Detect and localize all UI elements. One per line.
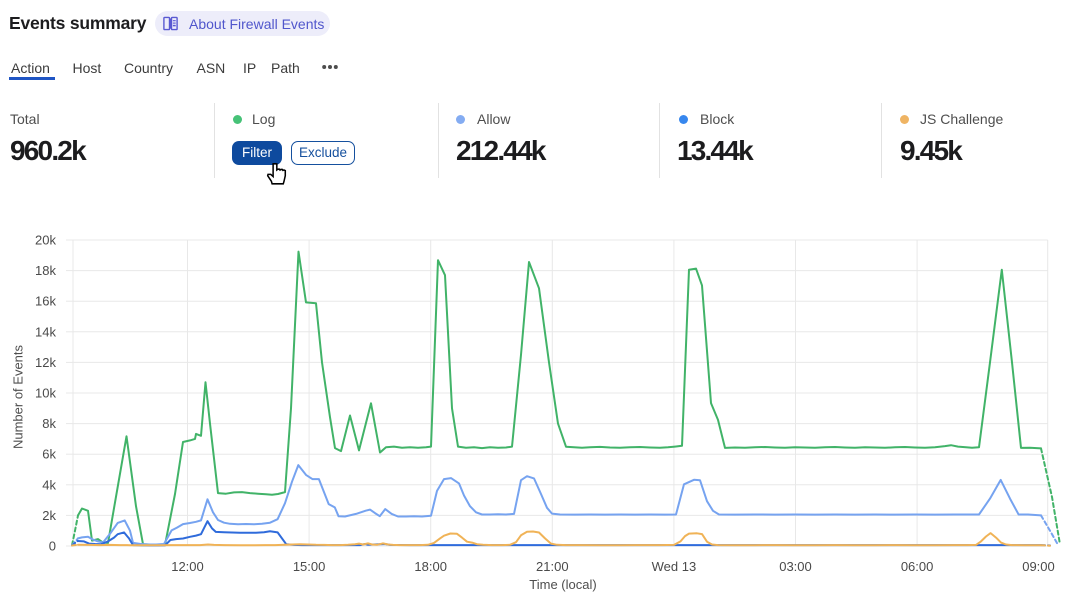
svg-text:03:00: 03:00 bbox=[779, 559, 812, 574]
svg-text:20k: 20k bbox=[35, 233, 56, 248]
svg-text:6k: 6k bbox=[42, 447, 56, 462]
svg-text:18k: 18k bbox=[35, 263, 56, 278]
svg-text:2k: 2k bbox=[42, 508, 56, 523]
svg-text:21:00: 21:00 bbox=[536, 559, 569, 574]
svg-text:09:00: 09:00 bbox=[1022, 559, 1055, 574]
svg-text:Time (local): Time (local) bbox=[529, 577, 596, 592]
svg-text:4k: 4k bbox=[42, 477, 56, 492]
svg-text:12k: 12k bbox=[35, 355, 56, 370]
svg-text:10k: 10k bbox=[35, 386, 56, 401]
svg-text:16k: 16k bbox=[35, 294, 56, 309]
svg-text:Number of Events: Number of Events bbox=[11, 344, 26, 449]
svg-text:14k: 14k bbox=[35, 324, 56, 339]
svg-text:8k: 8k bbox=[42, 416, 56, 431]
svg-text:0: 0 bbox=[49, 539, 56, 554]
svg-text:06:00: 06:00 bbox=[901, 559, 934, 574]
svg-text:15:00: 15:00 bbox=[293, 559, 326, 574]
svg-text:12:00: 12:00 bbox=[171, 559, 204, 574]
svg-text:18:00: 18:00 bbox=[414, 559, 447, 574]
svg-text:Wed 13: Wed 13 bbox=[652, 559, 697, 574]
